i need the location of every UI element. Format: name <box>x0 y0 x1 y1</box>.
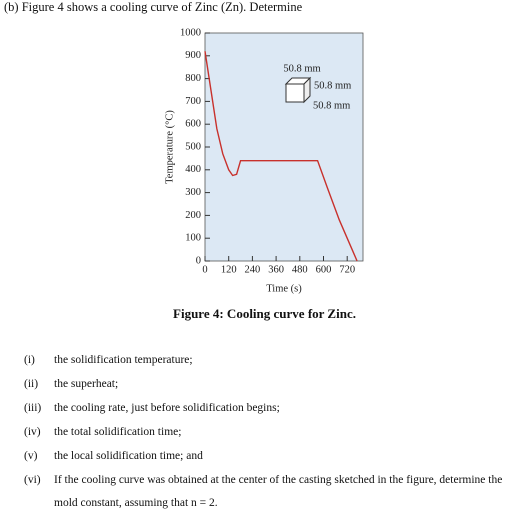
y-tick-label: 400 <box>185 164 201 175</box>
y-tick-label: 0 <box>196 255 201 266</box>
x-tick-label: 0 <box>202 264 207 275</box>
question-label: (iii) <box>24 402 42 414</box>
question-text: If the cooling curve was obtained at the… <box>54 474 503 509</box>
chart: 0 100 200 300 400 500 600 700 800 900 1000 0 120 240 3… <box>164 27 364 294</box>
x-tick-label: 120 <box>221 264 237 275</box>
y-tick-label: 1000 <box>180 27 201 38</box>
y-tick-label: 900 <box>185 50 201 61</box>
cooling-curve <box>204 51 358 262</box>
x-axis-label: Time (s) <box>266 283 302 294</box>
dimension-label: 50.8 mm <box>283 63 320 74</box>
x-tick-label: 360 <box>268 264 284 275</box>
y-tick-label: 800 <box>185 73 201 84</box>
question-label: (i) <box>24 354 35 366</box>
question-text: the total solidification time; <box>54 426 182 438</box>
x-tick-label: 600 <box>316 264 332 275</box>
question-label: (v) <box>24 450 38 462</box>
x-tick-label: 720 <box>339 264 355 275</box>
dimension-label: 50.8 mm <box>313 100 350 111</box>
question-label: (iv) <box>24 426 41 438</box>
y-axis-label: Temperature (°C) <box>164 110 175 184</box>
cube <box>284 76 312 104</box>
y-tick-label: 100 <box>185 233 201 244</box>
question-text: the cooling rate, just before solidifica… <box>54 402 280 414</box>
question-text: the local solidification time; and <box>54 450 203 462</box>
y-tick-label: 200 <box>185 210 201 221</box>
x-tick-label: 240 <box>245 264 261 275</box>
header: (b) Figure 4 shows a cooling curve of Zi… <box>4 0 303 14</box>
plot-area <box>204 32 364 262</box>
question-text: the solidification temperature; <box>54 354 193 366</box>
dimension-label: 50.8 mm <box>314 80 351 91</box>
y-tick-label: 600 <box>185 119 201 130</box>
y-tick-label: 700 <box>185 96 201 107</box>
y-tick-label: 500 <box>185 141 201 152</box>
question-label: (vi) <box>24 474 41 486</box>
y-tick-label: 300 <box>185 187 201 198</box>
question-text: the superheat; <box>54 378 119 390</box>
figure-caption: Figure 4: Cooling curve for Zinc. <box>173 306 356 321</box>
question-label: (ii) <box>24 378 39 390</box>
x-tick-label: 480 <box>292 264 308 275</box>
